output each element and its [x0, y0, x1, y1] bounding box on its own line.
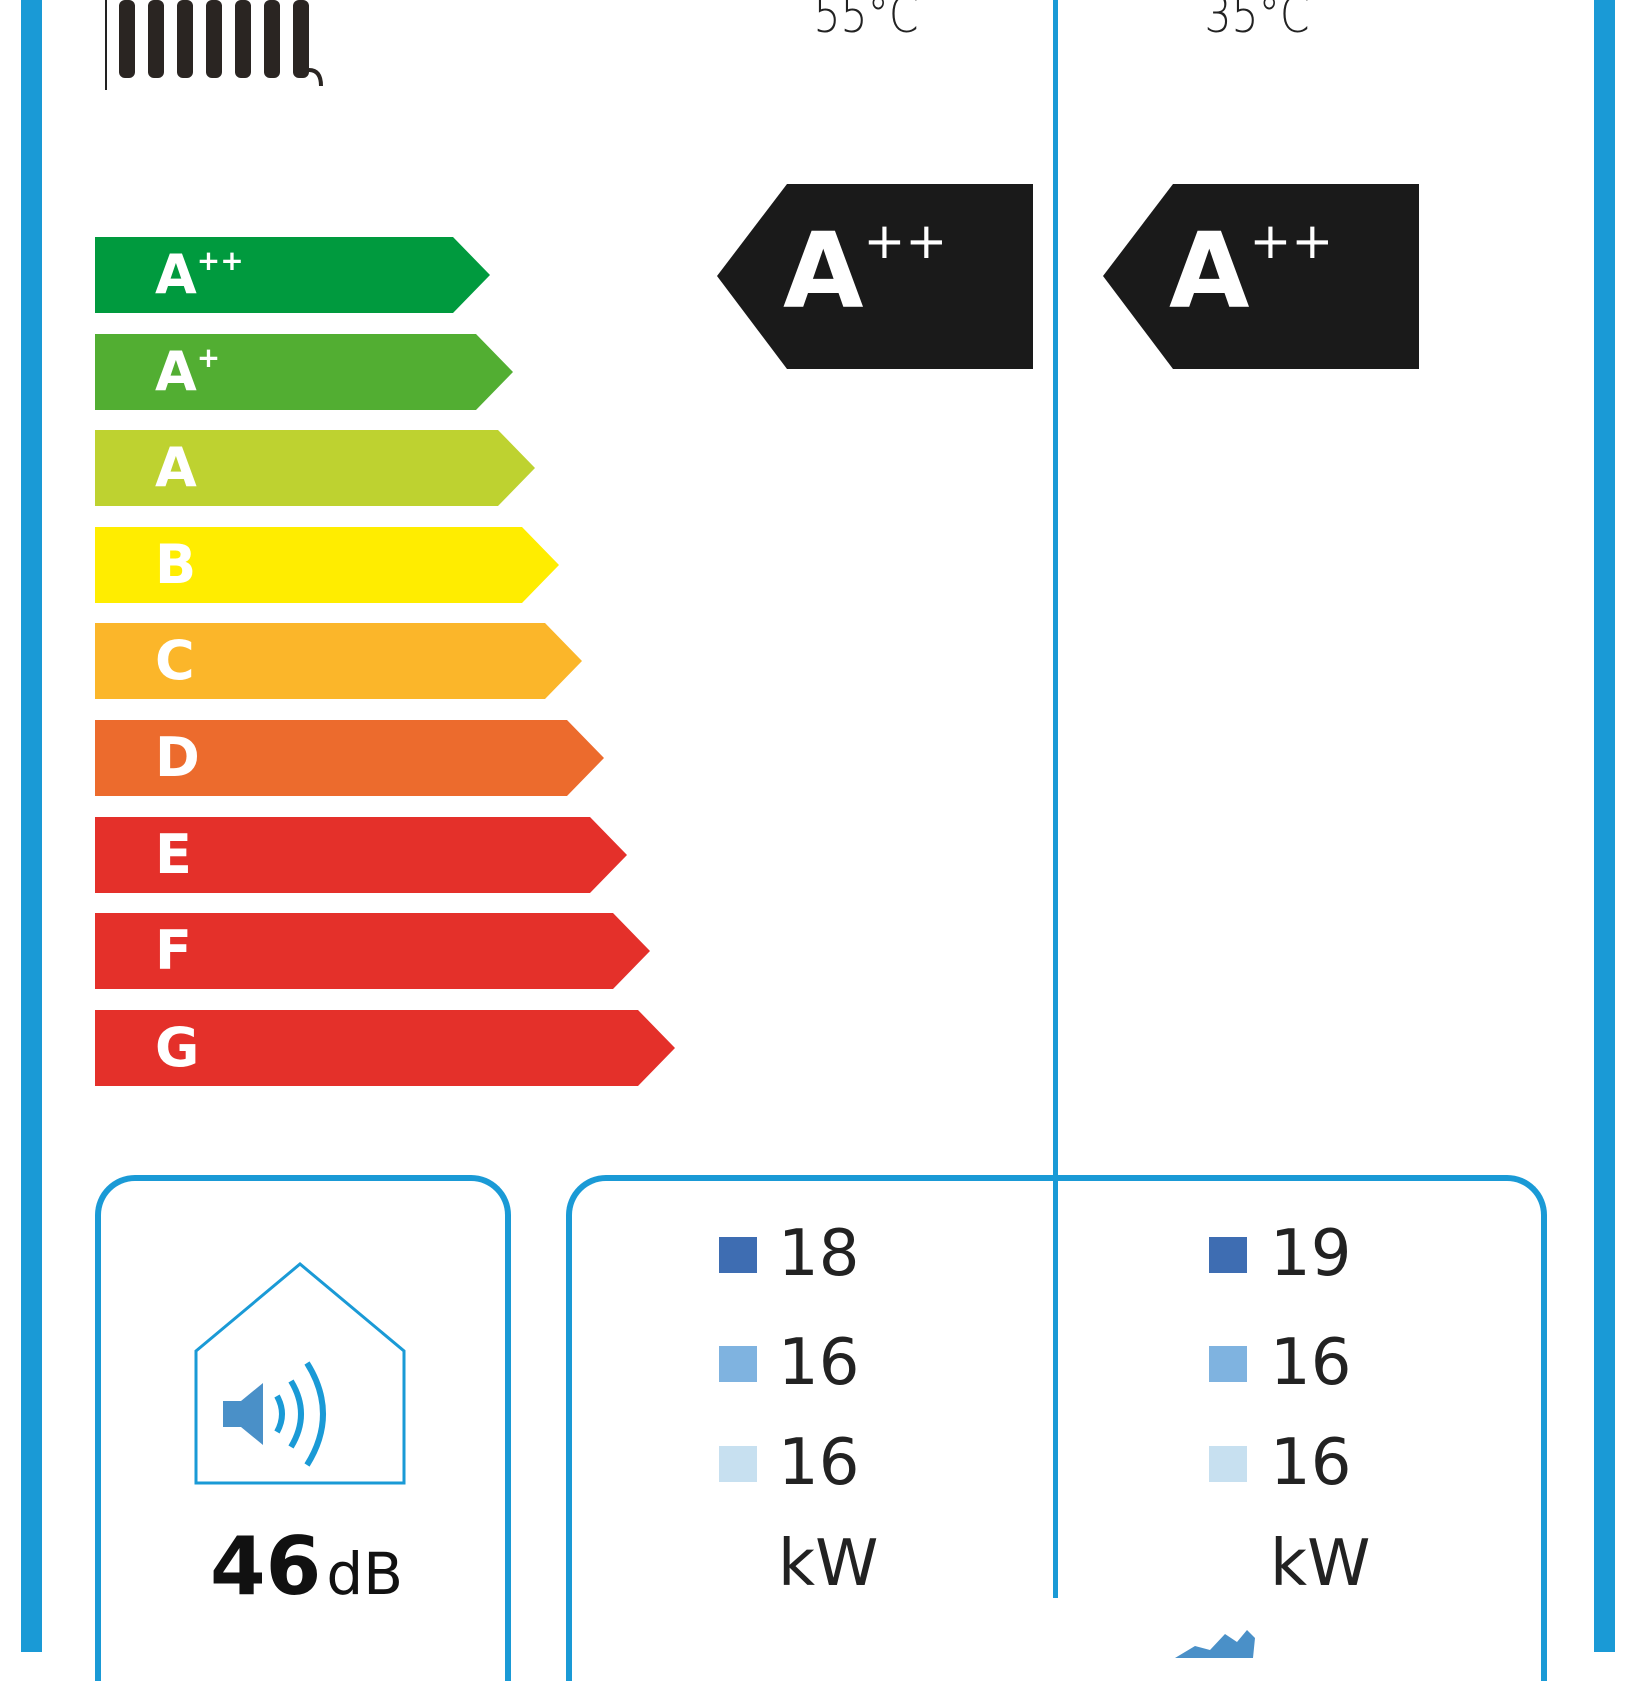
power-value: 18: [778, 1217, 860, 1291]
noise-value: 46: [210, 1520, 322, 1613]
radiator-icon: [105, 0, 323, 90]
scale-bar-g: G: [95, 1009, 675, 1086]
zone-swatch: [719, 1237, 757, 1273]
rating-class: A: [783, 210, 864, 332]
scale-sup: +: [196, 340, 221, 374]
zone-swatch: [1209, 1237, 1247, 1273]
power-value: 16: [1270, 1426, 1352, 1500]
scale-bar-d: D: [95, 720, 604, 796]
scale-bar-e: E: [95, 816, 627, 893]
rating-arrow-35: A++: [1103, 184, 1419, 369]
speaker-house-icon: [194, 1262, 406, 1485]
scale-class: F: [155, 919, 192, 983]
label-frame-right: [1594, 0, 1615, 1652]
rating-sup: ++: [1249, 212, 1334, 270]
scale-class: D: [155, 726, 200, 789]
rating-arrow-55: A++: [717, 184, 1033, 369]
scale-class: A: [155, 339, 197, 403]
zone-swatch: [1209, 1346, 1247, 1382]
europe-map-icon: [1175, 1630, 1255, 1658]
noise-box: [95, 1175, 511, 1681]
scale-bar-a: A: [95, 430, 535, 507]
rating-sup: ++: [863, 212, 948, 270]
noise-unit: dB: [326, 1540, 404, 1608]
power-box: [566, 1175, 1547, 1681]
scale-class: G: [155, 1015, 200, 1079]
scale-bar-f: F: [95, 913, 650, 990]
noise-level: 46 dB: [210, 1520, 403, 1613]
power-value: 16: [778, 1426, 860, 1500]
power-value: 16: [778, 1326, 860, 1400]
rating-class: A: [1169, 210, 1250, 332]
temperature-55: 55°C: [813, 0, 919, 44]
scale-class: A: [155, 436, 197, 500]
scale-bar-b: B: [95, 526, 559, 603]
power-unit: kW: [778, 1527, 879, 1601]
scale-sup: ++: [196, 244, 244, 277]
zone-swatch: [719, 1346, 757, 1382]
scale-class: E: [155, 822, 192, 886]
scale-class: B: [155, 532, 197, 596]
zone-swatch: [719, 1446, 757, 1482]
label-frame-left: [21, 0, 42, 1652]
scale-bar-ap: A+: [95, 333, 513, 410]
power-unit: kW: [1270, 1527, 1371, 1601]
zone-swatch: [1209, 1446, 1247, 1482]
scale-bar-app: A++: [95, 237, 490, 313]
scale-class: A: [155, 243, 197, 306]
column-divider: [1053, 0, 1058, 1598]
scale-bar-c: C: [95, 623, 582, 700]
temperature-35: 35°C: [1204, 0, 1310, 44]
power-value: 16: [1270, 1326, 1352, 1400]
power-value: 19: [1270, 1217, 1352, 1291]
scale-class: C: [155, 629, 195, 693]
